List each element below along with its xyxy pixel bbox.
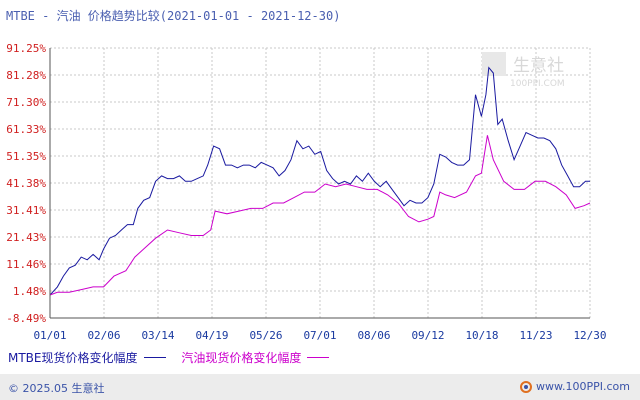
y-tick-label: 1.48% xyxy=(13,285,46,298)
y-tick-labels: 91.25% 81.28% 71.30% 61.33% 51.35% 41.38% 31.4… xyxy=(6,42,46,325)
x-tick-label: 07/01 xyxy=(303,329,336,342)
site-link[interactable]: www.100PPI.com xyxy=(520,380,630,393)
x-tick-label: 12/30 xyxy=(573,329,606,342)
y-tick-label: 11.46% xyxy=(6,258,46,271)
series-lines xyxy=(49,66,591,296)
x-tick-label: 01/01 xyxy=(33,329,66,342)
x-tick-label: 03/14 xyxy=(141,329,174,342)
legend-item-gasoline: 汽油现货价格变化幅度 xyxy=(181,349,330,366)
x-tick-label: 04/19 xyxy=(195,329,228,342)
watermark-logo-icon xyxy=(482,52,506,76)
legend-item-mtbe: MTBE现货价格变化幅度 xyxy=(8,349,166,366)
site-logo-icon xyxy=(520,380,533,393)
legend-swatch-gasoline xyxy=(307,357,330,358)
grid-lines xyxy=(49,47,591,319)
watermark-url: 100PPI.COM xyxy=(510,79,565,89)
y-tick-label: 41.38% xyxy=(6,177,46,190)
y-tick-label: 21.43% xyxy=(6,231,46,244)
copyright-text: © 2025.05 生意社 xyxy=(8,382,105,395)
chart-canvas: 生意社 100PPI.COM 91.25% 81.28% 71.30% 61.33% 5… xyxy=(6,42,606,342)
site-url-text: www.100PPI.com xyxy=(536,380,630,393)
x-tick-label: 02/06 xyxy=(87,329,120,342)
legend: MTBE现货价格变化幅度 汽油现货价格变化幅度 xyxy=(8,349,341,366)
legend-label-gasoline: 汽油现货价格变化幅度 xyxy=(181,351,302,365)
y-tick-label: 61.33% xyxy=(6,123,46,136)
y-tick-label: 91.25% xyxy=(6,42,46,55)
x-tick-label: 05/26 xyxy=(249,329,282,342)
y-tick-label: 31.41% xyxy=(6,204,46,217)
chart-title: MTBE - 汽油 价格趋势比较(2021-01-01 - 2021-12-30… xyxy=(6,9,341,23)
x-tick-label: 08/06 xyxy=(357,329,390,342)
legend-label-mtbe: MTBE现货价格变化幅度 xyxy=(8,351,138,365)
y-tick-label: 51.35% xyxy=(6,150,46,163)
footer: © 2025.05 生意社 www.100PPI.com xyxy=(0,374,640,400)
watermark: 生意社 100PPI.COM xyxy=(482,52,565,89)
x-tick-label: 09/12 xyxy=(411,329,444,342)
axes xyxy=(49,48,590,319)
x-tick-label: 10/18 xyxy=(465,329,498,342)
series-line-mtbe xyxy=(49,66,590,296)
watermark-text: 生意社 xyxy=(513,56,564,76)
y-tick-label: 81.28% xyxy=(6,69,46,82)
series-line-gasoline xyxy=(49,135,591,296)
legend-swatch-mtbe xyxy=(143,357,166,358)
x-tick-label: 11/23 xyxy=(519,329,552,342)
y-tick-label: 71.30% xyxy=(6,96,46,109)
x-tick-labels: 01/01 02/06 03/14 04/19 05/26 07/01 08/06 09/12… xyxy=(33,329,606,342)
y-tick-label: -8.49% xyxy=(6,312,46,325)
